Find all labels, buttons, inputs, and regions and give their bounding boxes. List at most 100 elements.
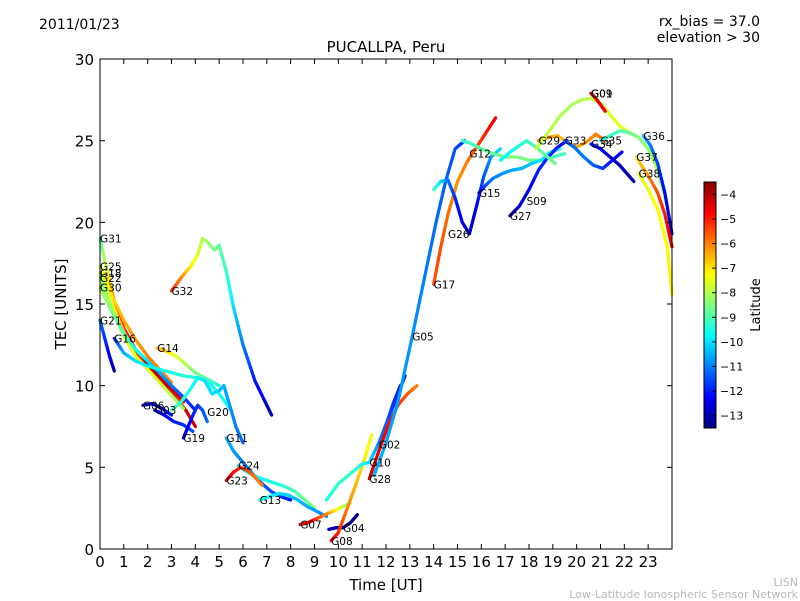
y-tick-label: 20: [75, 214, 94, 232]
satellite-label-g15: G15: [479, 188, 501, 200]
satellite-label-g30: G30: [100, 283, 122, 295]
satellite-label-g27: G27: [510, 211, 532, 223]
colorbar-tick-label: −4: [720, 188, 736, 201]
x-tick-label: 19: [543, 553, 562, 571]
x-tick-label: 5: [214, 553, 224, 571]
satellite-label-g38: G38: [639, 168, 661, 180]
y-tick-label: 15: [75, 296, 94, 314]
satellite-label-s09: S09: [527, 196, 547, 208]
colorbar-tick-label: −11: [720, 361, 743, 374]
series-segment: [114, 369, 115, 371]
x-tick-label: 4: [191, 553, 201, 571]
y-tick-label: 5: [84, 459, 94, 477]
satellite-label-g19: G19: [183, 433, 205, 445]
x-tick-label: 3: [167, 553, 177, 571]
x-tick-label: 12: [376, 553, 395, 571]
satellite-label-g10: G10: [369, 457, 391, 469]
satellite-label-g03: G03: [155, 405, 177, 417]
series-segment: [207, 420, 208, 421]
y-tick-label: 30: [75, 51, 94, 69]
colorbar-tick-label: −8: [720, 287, 736, 300]
y-axis-label: TEC [UNITS]: [52, 259, 70, 351]
series-segment: [633, 180, 634, 181]
x-tick-label: 2: [143, 553, 153, 571]
series-segment: [271, 414, 272, 415]
x-tick-label: 14: [424, 553, 443, 571]
series-segment: [218, 385, 219, 386]
series-segment: [494, 118, 495, 120]
y-tick-label: 10: [75, 378, 94, 396]
satellite-label-g17: G17: [434, 279, 456, 291]
satellite-label-g28: G28: [369, 474, 391, 486]
satellite-label-g09: G09: [591, 88, 613, 100]
series-g10: [326, 376, 405, 500]
series-segment: [194, 424, 195, 426]
satellite-label-g35: G35: [601, 136, 623, 148]
colorbar-tick-label: −6: [720, 238, 736, 251]
x-tick-label: 11: [353, 553, 372, 571]
colorbar-tick-label: −5: [720, 213, 736, 226]
satellite-label-g05: G05: [412, 332, 434, 344]
footer-org-long: Low-Latitude Ionospheric Sensor Network: [569, 588, 798, 601]
satellite-label-g13: G13: [260, 495, 282, 507]
series-segment: [182, 407, 183, 409]
colorbar-tick-label: −10: [720, 336, 743, 349]
x-tick-label: 13: [400, 553, 419, 571]
series-segment: [371, 435, 372, 438]
satellite-label-g07: G07: [300, 520, 322, 532]
series-segment: [499, 149, 500, 150]
satellite-label-g02: G02: [379, 439, 401, 451]
satellite-label-g12: G12: [469, 149, 491, 161]
x-tick-label: 7: [262, 553, 272, 571]
y-tick-label: 25: [75, 133, 94, 151]
satellite-label-g36: G36: [643, 131, 665, 143]
x-tick-label: 15: [448, 553, 467, 571]
colorbar-tick-label: −9: [720, 311, 736, 324]
series-segment: [621, 152, 622, 153]
colorbar-tick-label: −7: [720, 262, 736, 275]
x-tick-label: 22: [615, 553, 634, 571]
x-tick-label: 10: [329, 553, 348, 571]
x-tick-label: 18: [519, 553, 538, 571]
satellite-label-g16: G16: [114, 333, 136, 345]
x-tick-label: 20: [567, 553, 586, 571]
colorbar-tick-label: −13: [720, 410, 743, 423]
series-segment: [554, 163, 555, 164]
satellite-label-g23: G23: [226, 475, 248, 487]
series-segment: [416, 386, 417, 387]
x-tick-label: 0: [95, 553, 105, 571]
x-tick-label: 23: [639, 553, 658, 571]
chart-title: PUCALLPA, Peru: [327, 38, 446, 56]
satellite-label-g29: G29: [539, 136, 561, 148]
x-axis-label: Time [UT]: [348, 576, 422, 594]
x-tick-label: 9: [310, 553, 320, 571]
satellite-label-g04: G04: [343, 523, 365, 535]
satellite-label-g31: G31: [100, 234, 122, 246]
series-g21: [100, 320, 114, 371]
series-segment: [261, 484, 262, 485]
series-segment: [605, 110, 606, 111]
x-tick-label: 1: [119, 553, 129, 571]
satellite-label-g26: G26: [448, 229, 470, 241]
satellite-label-g24: G24: [238, 461, 260, 473]
satellite-label-g14: G14: [157, 343, 179, 355]
colorbar-tick-label: −12: [720, 385, 743, 398]
satellite-label-g21: G21: [100, 315, 122, 327]
satellite-label-g20: G20: [207, 407, 229, 419]
satellite-label-g32: G32: [172, 286, 194, 298]
x-tick-label: 17: [496, 553, 515, 571]
satellite-label-g08: G08: [331, 536, 353, 548]
satellite-label-g37: G37: [636, 152, 658, 164]
x-tick-label: 6: [238, 553, 248, 571]
x-tick-label: 8: [286, 553, 296, 571]
x-tick-label: 21: [591, 553, 610, 571]
series-segment: [357, 515, 358, 516]
satellite-label-g33: G33: [565, 136, 587, 148]
y-tick-label: 0: [84, 541, 94, 559]
x-tick-label: 16: [472, 553, 491, 571]
satellite-label-g11: G11: [226, 433, 248, 445]
satellite-label-layer: G31G25G18G22G30G21G16G14G32G06G03G19G20G…: [100, 88, 665, 548]
colorbar-ticks: −4 −5 −6 −7 −8 −9 −10 −11 −12 −13: [712, 188, 743, 422]
series-segment: [192, 431, 193, 432]
